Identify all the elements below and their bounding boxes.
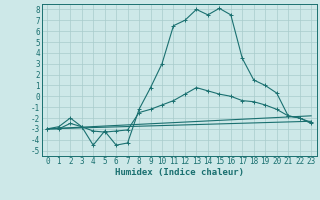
X-axis label: Humidex (Indice chaleur): Humidex (Indice chaleur) xyxy=(115,168,244,177)
